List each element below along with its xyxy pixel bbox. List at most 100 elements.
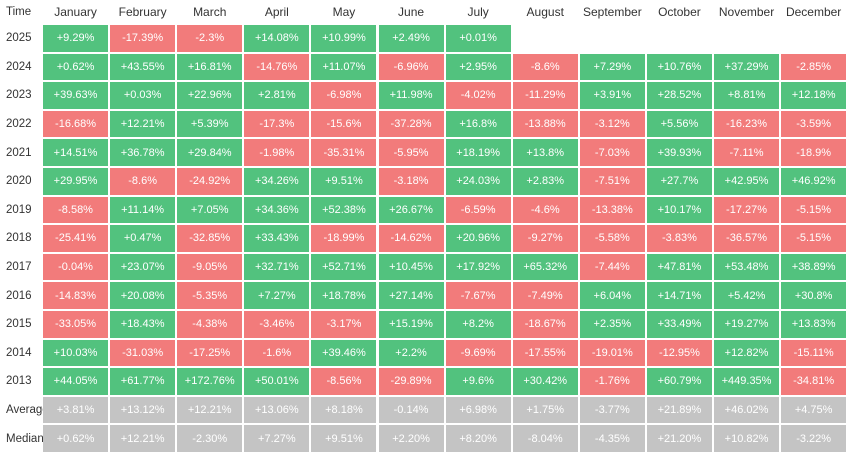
return-cell: -14.76%	[244, 53, 310, 81]
return-cell: +37.29%	[714, 53, 780, 81]
return-cell: +11.14%	[110, 196, 176, 224]
return-cell: +0.03%	[110, 82, 176, 109]
return-cell: +4.75%	[781, 396, 847, 424]
return-cell: +1.75%	[512, 396, 578, 424]
return-cell: -29.89%	[378, 368, 444, 395]
return-cell: +2.20%	[378, 425, 444, 452]
return-cell: +33.43%	[244, 225, 310, 252]
row-label: 2017	[6, 261, 32, 274]
return-cell: -6.96%	[378, 53, 444, 81]
return-cell: +22.96%	[177, 82, 243, 109]
return-cell: +13.06%	[244, 396, 310, 424]
return-cell: +9.51%	[311, 168, 377, 195]
header-label: Time	[6, 6, 32, 18]
return-cell: +38.89%	[781, 253, 847, 281]
return-cell: -4.6%	[512, 196, 578, 224]
return-cell: -6.98%	[311, 82, 377, 109]
month-header: June	[398, 5, 425, 19]
month-header: July	[467, 5, 489, 19]
return-cell: -8.58%	[43, 196, 109, 224]
return-cell: +7.29%	[579, 53, 645, 81]
return-cell: -3.18%	[378, 168, 444, 195]
return-cell: +50.01%	[244, 368, 310, 395]
return-cell: -2.3%	[177, 25, 243, 52]
return-cell: +9.6%	[445, 368, 511, 395]
return-cell: +13.12%	[110, 396, 176, 424]
return-cell: +449.35%	[714, 368, 780, 395]
return-cell: +2.95%	[445, 53, 511, 81]
return-cell: +12.21%	[177, 396, 243, 424]
return-cell: -17.25%	[177, 339, 243, 367]
return-cell: -4.02%	[445, 82, 511, 109]
return-cell: -31.03%	[110, 339, 176, 367]
month-header: May	[332, 5, 356, 19]
return-cell: -5.15%	[781, 196, 847, 224]
return-cell: +34.26%	[244, 168, 310, 195]
month-header: September	[582, 5, 642, 19]
row-label: 2022	[6, 118, 32, 131]
return-cell: +12.82%	[714, 339, 780, 367]
return-cell: -3.83%	[646, 225, 712, 252]
return-cell: +13.8%	[512, 139, 578, 166]
row-label: 2020	[6, 175, 32, 188]
return-cell: -36.57%	[714, 225, 780, 252]
return-cell: +29.84%	[177, 139, 243, 166]
return-cell: +14.71%	[646, 282, 712, 309]
return-cell: +7.27%	[244, 425, 310, 452]
return-cell: -17.39%	[110, 25, 176, 52]
return-cell: -9.69%	[445, 339, 511, 367]
return-cell: +21.20%	[646, 425, 712, 452]
row-label: Average	[6, 404, 49, 417]
return-cell: -1.98%	[244, 139, 310, 166]
return-cell: +24.03%	[445, 168, 511, 195]
return-cell: -16.23%	[714, 110, 780, 138]
return-cell: -0.04%	[43, 253, 109, 281]
return-cell: +5.42%	[714, 282, 780, 309]
return-cell: -7.51%	[579, 168, 645, 195]
row-label: 2015	[6, 318, 32, 331]
return-cell: +29.95%	[43, 168, 109, 195]
month-header: March	[193, 5, 227, 19]
return-cell: -8.56%	[311, 368, 377, 395]
return-cell: +19.27%	[714, 311, 780, 338]
return-cell: -9.05%	[177, 253, 243, 281]
return-cell: +8.18%	[311, 396, 377, 424]
return-cell: +20.08%	[110, 282, 176, 309]
return-cell: +172.76%	[177, 368, 243, 395]
return-cell: +2.49%	[378, 25, 444, 52]
return-cell: +9.29%	[43, 25, 109, 52]
return-cell: -25.41%	[43, 225, 109, 252]
return-cell: -33.05%	[43, 311, 109, 338]
return-cell: +20.96%	[445, 225, 511, 252]
return-cell: +28.52%	[646, 82, 712, 109]
return-cell: -17.27%	[714, 196, 780, 224]
row-label: 2024	[6, 60, 32, 73]
return-cell: +3.91%	[579, 82, 645, 109]
return-cell: -4.35%	[579, 425, 645, 452]
return-cell: -6.59%	[445, 196, 511, 224]
return-cell: +3.81%	[43, 396, 109, 424]
return-cell: -3.59%	[781, 110, 847, 138]
return-cell: +14.51%	[43, 139, 109, 166]
return-cell: +18.19%	[445, 139, 511, 166]
return-cell: -3.22%	[781, 425, 847, 452]
return-cell: -35.31%	[311, 139, 377, 166]
return-cell: +42.95%	[714, 168, 780, 195]
return-cell: -8.04%	[512, 425, 578, 452]
return-cell: +53.48%	[714, 253, 780, 281]
row-label: 2013	[6, 375, 32, 388]
return-cell: +10.76%	[646, 53, 712, 81]
return-cell: +12.21%	[110, 110, 176, 138]
month-header: February	[118, 5, 167, 19]
return-cell: +52.38%	[311, 196, 377, 224]
month-header: April	[264, 5, 289, 19]
row-label: 2025	[6, 32, 32, 45]
return-cell: +14.08%	[244, 25, 310, 52]
return-cell: -7.11%	[714, 139, 780, 166]
return-cell: +0.47%	[110, 225, 176, 252]
return-cell: -16.68%	[43, 110, 109, 138]
return-cell: +10.99%	[311, 25, 377, 52]
month-header: November	[718, 5, 775, 19]
return-cell: +39.93%	[646, 139, 712, 166]
